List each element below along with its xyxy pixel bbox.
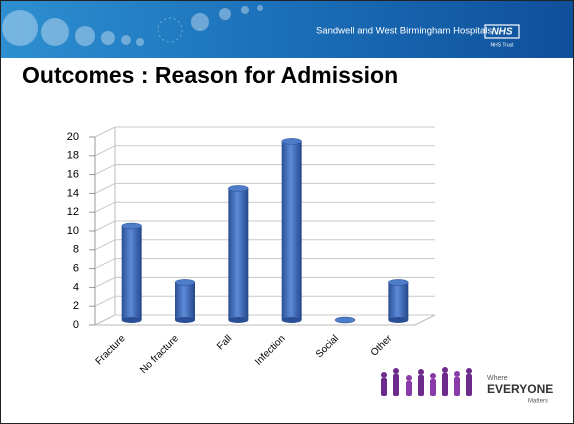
bar (388, 279, 408, 323)
bar-base (282, 317, 302, 323)
y-tick-label: 20 (67, 131, 79, 143)
y-tick-label: 10 (67, 225, 79, 237)
logo-matters: Matters (528, 399, 548, 405)
bar-top (122, 223, 142, 229)
bar-top (388, 279, 408, 285)
y-tick-label: 14 (67, 187, 79, 199)
logo-everyone: EVERYONE (487, 382, 553, 396)
trust-label: NHS Trust (490, 42, 514, 48)
bar-top (228, 185, 248, 191)
bar-top (175, 279, 195, 285)
bar (175, 279, 195, 323)
bar-body (228, 188, 248, 320)
bar (122, 223, 142, 323)
logo-where: Where (487, 375, 508, 382)
y-tick-label: 18 (67, 150, 79, 162)
bar-base (175, 317, 195, 323)
slide: Sandwell and West Birmingham Hospitals N… (0, 0, 574, 424)
bar-top (282, 138, 302, 144)
bar-top (335, 317, 355, 323)
bar (335, 317, 355, 323)
y-tick-label: 12 (67, 206, 79, 218)
slide-title: Outcomes : Reason for Admission (22, 62, 398, 88)
y-tick-label: 6 (73, 263, 79, 275)
bar (282, 138, 302, 323)
organisation-name: Sandwell and West Birmingham Hospitals (316, 26, 492, 37)
bar-base (388, 317, 408, 323)
bar-body (122, 226, 142, 320)
nhs-badge: NHS (491, 27, 512, 38)
bar-body (388, 282, 408, 320)
y-tick-label: 8 (73, 244, 79, 256)
y-tick-label: 16 (67, 169, 79, 181)
bar-base (122, 317, 142, 323)
bar-body (175, 282, 195, 320)
y-tick-label: 4 (73, 281, 79, 293)
y-tick-label: 2 (73, 300, 79, 312)
y-tick-label: 0 (73, 319, 79, 331)
bar (228, 185, 248, 323)
bar-base (228, 317, 248, 323)
bar-body (282, 141, 302, 320)
